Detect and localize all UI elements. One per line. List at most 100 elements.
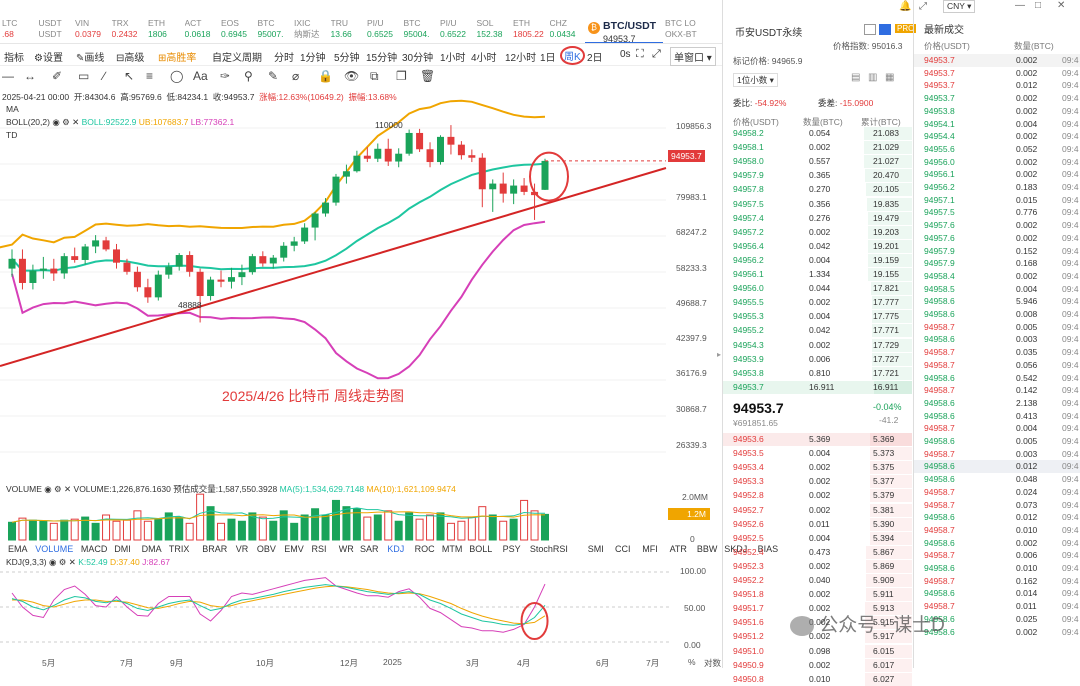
- bid-row[interactable]: 94957.8 0.270 20.105: [723, 183, 912, 197]
- candle-body[interactable]: [29, 270, 37, 283]
- draw-button[interactable]: ✎画线: [76, 49, 104, 64]
- ticker-item[interactable]: PI/U 0.6522: [440, 18, 476, 43]
- candle-body[interactable]: [468, 155, 476, 158]
- period-10[interactable]: 2日: [587, 53, 603, 64]
- copy-icon[interactable]: ❐: [396, 69, 407, 83]
- ticker-item[interactable]: ACT 0.0618: [185, 18, 221, 43]
- candle-body[interactable]: [50, 268, 58, 274]
- candle-body[interactable]: [332, 176, 340, 203]
- ticker-item[interactable]: BTC 95007.: [258, 18, 294, 43]
- bid-row[interactable]: 94955.3 0.004 17.775: [723, 310, 912, 324]
- candle-body[interactable]: [499, 183, 507, 194]
- volume-bar[interactable]: [426, 514, 435, 541]
- indicator-tab-smi[interactable]: SMI: [587, 544, 604, 554]
- screenshot-icon[interactable]: ⛶: [636, 48, 644, 60]
- volume-bar[interactable]: [269, 520, 278, 541]
- candle-body[interactable]: [238, 272, 246, 278]
- trade-row[interactable]: 94958.6 2.138 09:4: [914, 397, 1080, 410]
- volume-bar[interactable]: [541, 513, 549, 541]
- pen-icon[interactable]: ✐: [52, 69, 63, 83]
- ellipse-icon[interactable]: ◯: [170, 69, 184, 83]
- lock-icon[interactable]: 🔒: [318, 69, 333, 83]
- magnet-icon[interactable]: ⌀: [292, 69, 300, 83]
- volume-bar[interactable]: [363, 516, 372, 541]
- trade-row[interactable]: 94958.7 0.004 09:4: [914, 422, 1080, 435]
- ask-row[interactable]: 94951.0 0.098 6.015: [723, 644, 912, 658]
- winrate-button[interactable]: ⊞高胜率: [158, 49, 196, 64]
- ticker-item[interactable]: TRU 13.66: [331, 18, 367, 43]
- line-tool-icon[interactable]: ∕: [103, 69, 106, 83]
- ticker-item[interactable]: ETH 1805.22: [513, 18, 549, 43]
- period-9[interactable]: 周K: [560, 46, 585, 65]
- candle-body[interactable]: [259, 256, 267, 264]
- period-0[interactable]: 分时: [274, 53, 294, 64]
- bid-row[interactable]: 94957.5 0.356 19.835: [723, 197, 912, 211]
- volume-bar[interactable]: [373, 514, 382, 541]
- indicator-tab-volume[interactable]: VOLUME: [35, 544, 74, 554]
- indicator-tab-dma[interactable]: DMA: [141, 544, 162, 554]
- bid-row[interactable]: 94957.2 0.002 19.203: [723, 225, 912, 239]
- indicator-tab-mtm[interactable]: MTM: [441, 544, 463, 554]
- volume-chart[interactable]: [0, 480, 670, 542]
- rectangle-icon[interactable]: ▭: [78, 69, 90, 83]
- ask-row[interactable]: 94953.3 0.002 5.377: [723, 475, 912, 489]
- book-both-icon[interactable]: ▤: [851, 72, 861, 83]
- ticker-item[interactable]: LTC .68: [2, 18, 38, 43]
- trend-line[interactable]: [0, 167, 667, 367]
- indicator-tab-kdj[interactable]: KDJ: [387, 544, 405, 554]
- trade-row[interactable]: 94958.7 0.011 09:4: [914, 600, 1080, 613]
- indicator-tab-mfi[interactable]: MFI: [642, 544, 658, 554]
- bid-row[interactable]: 94955.5 0.002 17.777: [723, 296, 912, 310]
- maximize-icon[interactable]: □: [1035, 0, 1042, 11]
- indicator-tab-boll[interactable]: BOLL: [469, 544, 493, 554]
- fib-icon[interactable]: ≡: [146, 69, 154, 83]
- bid-row[interactable]: 94956.4 0.042 19.201: [723, 239, 912, 253]
- volume-bar[interactable]: [248, 512, 257, 541]
- indicator-tab-macd[interactable]: MACD: [80, 544, 108, 554]
- bid-row[interactable]: 94958.2 0.054 21.083: [723, 127, 912, 140]
- volume-bar[interactable]: [227, 518, 236, 541]
- volume-bar[interactable]: [196, 493, 205, 541]
- trade-row[interactable]: 94958.6 0.413 09:4: [914, 410, 1080, 423]
- kdj-controls-icon[interactable]: ◉ ⚙ ✕: [49, 557, 79, 567]
- trade-row[interactable]: 94958.6 0.003 09:4: [914, 333, 1080, 346]
- horizontal-line-icon[interactable]: —: [2, 69, 14, 83]
- indicator-tab-atr[interactable]: ATR: [669, 544, 687, 554]
- volume-bar[interactable]: [102, 514, 111, 541]
- volume-bar[interactable]: [290, 522, 299, 541]
- expand-icon[interactable]: ⤢: [919, 1, 927, 12]
- trade-row[interactable]: 94958.6 0.012 09:4: [914, 460, 1080, 474]
- ask-row[interactable]: 94952.3 0.002 5.869: [723, 559, 912, 573]
- candle-body[interactable]: [207, 279, 215, 297]
- trade-row[interactable]: 94956.0 0.002 09:4: [914, 156, 1080, 169]
- ticker-item[interactable]: BTC LO OKX-BT: [665, 18, 721, 43]
- volume-bar[interactable]: [206, 506, 215, 541]
- candle-body[interactable]: [290, 241, 298, 246]
- period-7[interactable]: 12小时: [505, 53, 537, 64]
- ask-row[interactable]: 94953.6 5.369 5.369: [723, 433, 912, 446]
- candle-body[interactable]: [405, 132, 413, 154]
- ruler-icon[interactable]: ✎: [268, 69, 279, 83]
- trade-row[interactable]: 94956.2 0.183 09:4: [914, 181, 1080, 194]
- currency-select[interactable]: CNY ▾: [943, 0, 976, 13]
- window-select[interactable]: 单窗口 ▾: [670, 47, 716, 66]
- ask-row[interactable]: 94951.8 0.002 5.911: [723, 588, 912, 602]
- trade-row[interactable]: 94957.6 0.002 09:4: [914, 219, 1080, 232]
- volume-bar[interactable]: [143, 520, 152, 541]
- trade-row[interactable]: 94958.5 0.004 09:4: [914, 283, 1080, 296]
- trade-row[interactable]: 94958.7 0.162 09:4: [914, 575, 1080, 588]
- volume-bar[interactable]: [81, 516, 90, 541]
- candle-body[interactable]: [301, 227, 309, 242]
- candle-body[interactable]: [426, 149, 434, 163]
- bid-row[interactable]: 94956.2 0.004 19.159: [723, 253, 912, 267]
- candle-body[interactable]: [395, 153, 403, 162]
- candle-body[interactable]: [81, 246, 89, 260]
- candle-body[interactable]: [227, 277, 235, 282]
- ticker-item[interactable]: VIN 0.0379: [75, 18, 111, 43]
- candle-body[interactable]: [447, 136, 455, 145]
- indicator-tab-vr[interactable]: VR: [235, 544, 249, 554]
- trade-row[interactable]: 94958.7 0.005 09:4: [914, 321, 1080, 334]
- candle-body[interactable]: [342, 171, 350, 177]
- trade-row[interactable]: 94958.6 0.002 09:4: [914, 626, 1080, 639]
- trade-row[interactable]: 94955.6 0.052 09:4: [914, 143, 1080, 156]
